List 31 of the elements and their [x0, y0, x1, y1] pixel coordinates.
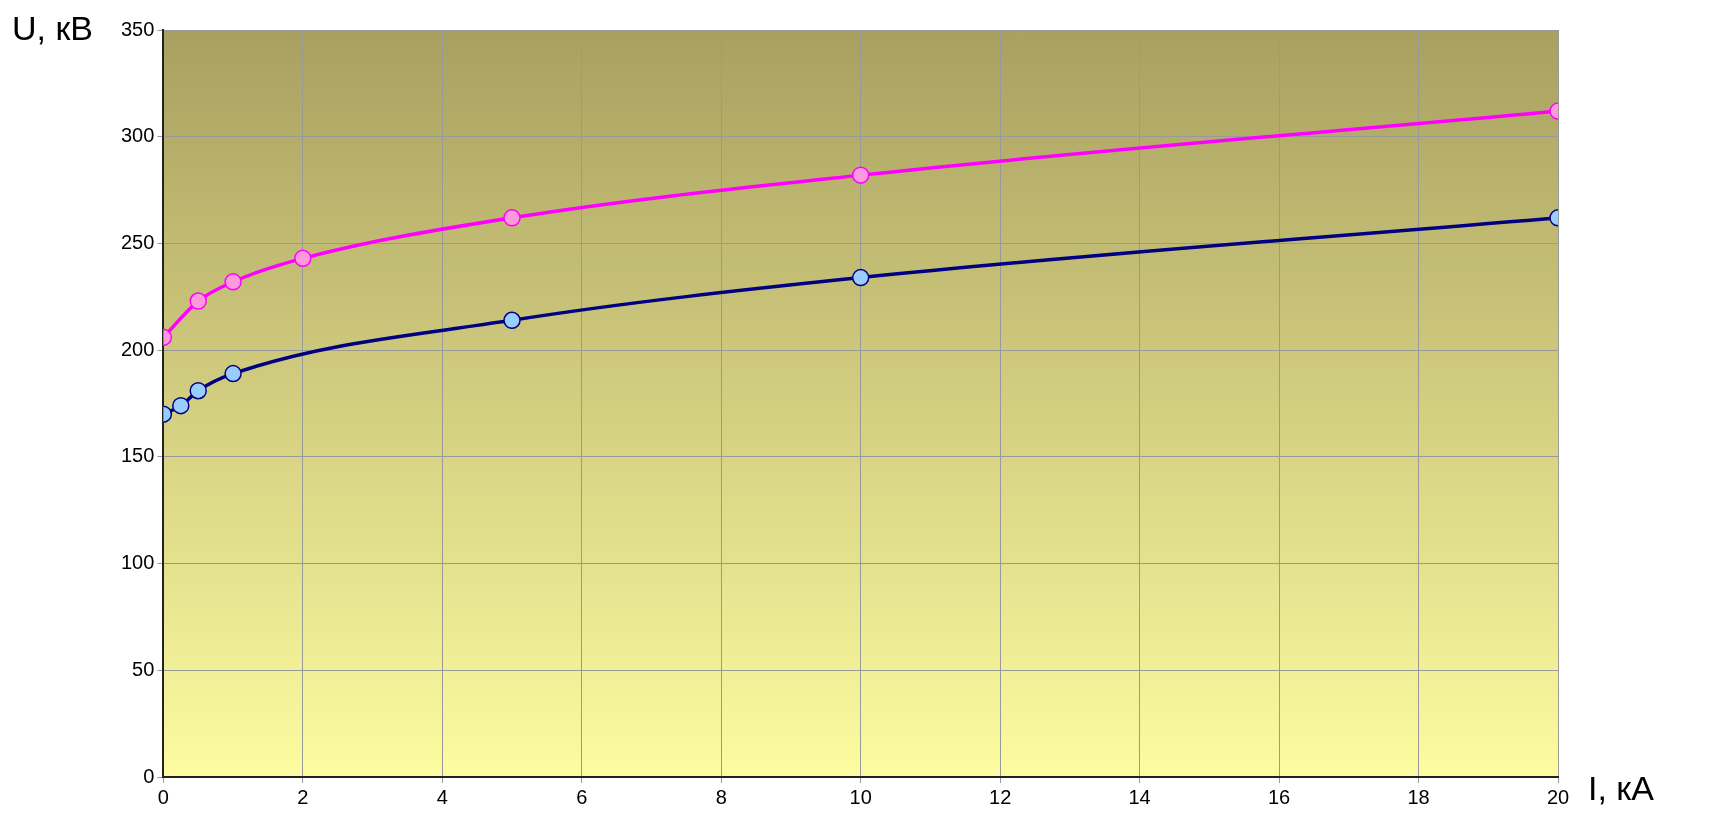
point — [189, 292, 207, 310]
x-tick-label: 20 — [1546, 785, 1570, 808]
x-tick-label: 16 — [1267, 785, 1291, 808]
point — [503, 311, 521, 330]
point — [851, 268, 870, 287]
point — [224, 364, 242, 383]
y-tick-label: 150 — [120, 444, 155, 467]
point — [503, 209, 521, 227]
x-tick-label: 0 — [157, 785, 169, 808]
x-tick-label: 6 — [576, 785, 588, 808]
x-tick-label: 12 — [989, 785, 1012, 808]
y-tick-label: 250 — [120, 230, 155, 253]
y-tick-label: 100 — [120, 551, 155, 574]
y-axis-title: U, кВ — [12, 8, 93, 48]
point — [294, 249, 312, 268]
y-tick-label: 300 — [120, 124, 155, 147]
y-tick-label: 0 — [143, 764, 155, 787]
x-tick-label: 2 — [297, 785, 309, 808]
point — [172, 396, 190, 415]
x-tick-label: 10 — [849, 785, 872, 808]
y-tick-label: 200 — [120, 337, 155, 360]
point — [851, 166, 870, 184]
y-tick-label: 50 — [132, 657, 155, 680]
x-tick-label: 8 — [715, 785, 727, 808]
point — [189, 381, 207, 400]
y-tick-label: 350 — [120, 17, 155, 40]
x-tick-label: 14 — [1128, 785, 1151, 808]
point — [224, 273, 242, 291]
x-axis-title: I, кА — [1588, 768, 1654, 808]
x-tick-label: 18 — [1407, 785, 1430, 808]
x-tick-label: 4 — [436, 785, 448, 808]
